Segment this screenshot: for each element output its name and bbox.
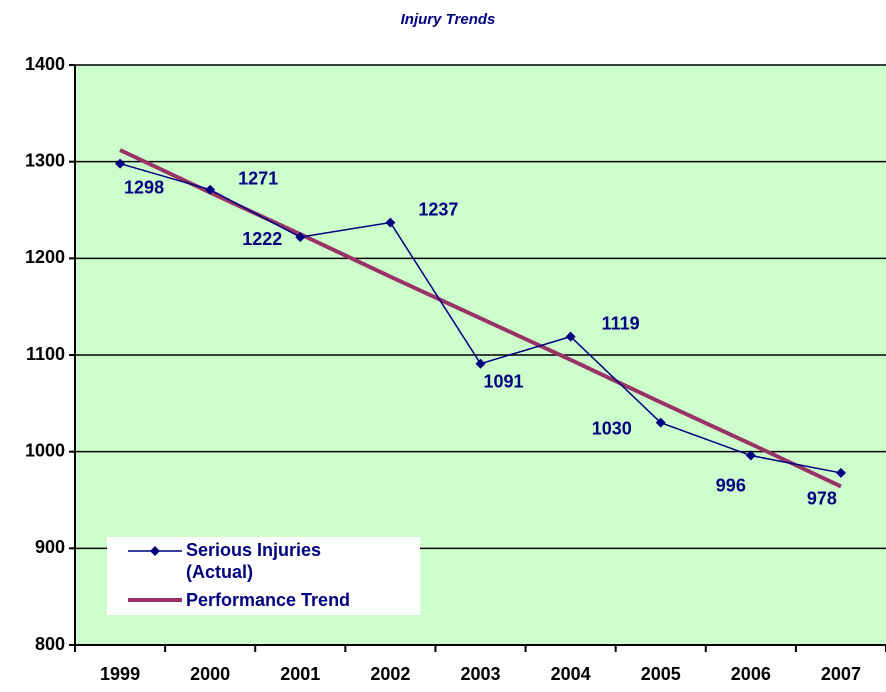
data-label: 1237 (418, 199, 458, 219)
legend-entry: Performance Trend (186, 590, 351, 610)
data-label: 1030 (592, 418, 632, 438)
legend-marker (150, 546, 160, 556)
legend-label: Serious Injuries (Actual) (186, 540, 322, 582)
y-tick-label: 800 (35, 634, 65, 654)
marker (295, 232, 306, 243)
chart-title: Injury Trends (401, 11, 496, 28)
x-tick-label: 2004 (551, 664, 591, 684)
legend-label: Performance Trend (186, 590, 351, 610)
data-label: 1222 (242, 229, 282, 249)
data-label: 1091 (483, 371, 523, 391)
x-tick-label: 2005 (641, 664, 681, 684)
x-tick-label: 2002 (370, 664, 410, 684)
marker (655, 417, 666, 428)
legend-entry: Serious Injuries (Actual) (186, 540, 322, 582)
x-tick-label: 2007 (821, 664, 861, 684)
data-label: 1271 (238, 168, 278, 188)
x-tick-label: 2000 (190, 664, 230, 684)
trend-line (119, 148, 842, 489)
marker (835, 467, 846, 478)
marker (745, 450, 756, 461)
data-label: 1298 (124, 177, 164, 197)
data-label: 978 (807, 489, 837, 509)
marker (115, 158, 126, 169)
y-tick-label: 1400 (25, 54, 65, 74)
y-tick-label: 1000 (25, 440, 65, 460)
marker (205, 184, 216, 195)
x-tick-label: 2003 (460, 664, 500, 684)
x-tick-label: 2001 (280, 664, 320, 684)
y-tick-label: 900 (35, 537, 65, 557)
marker (565, 331, 576, 342)
x-tick-label: 1999 (100, 664, 140, 684)
marker (385, 217, 396, 228)
y-tick-label: 1300 (25, 150, 65, 170)
data-label: 1119 (602, 313, 640, 333)
data-label: 996 (716, 475, 746, 495)
x-tick-label: 2006 (731, 664, 771, 684)
marker (475, 358, 486, 369)
y-tick-label: 1200 (25, 247, 65, 267)
y-tick-label: 1100 (26, 344, 65, 364)
